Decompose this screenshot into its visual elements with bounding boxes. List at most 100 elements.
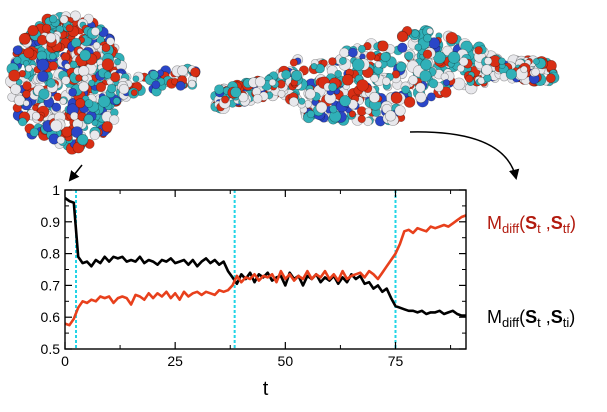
atom-sphere bbox=[13, 94, 26, 107]
atom-sphere bbox=[114, 58, 122, 66]
y-tick-label: 0.6 bbox=[41, 309, 61, 325]
atom-sphere bbox=[320, 59, 328, 67]
atom-sphere bbox=[254, 76, 266, 88]
atom-sphere bbox=[38, 88, 50, 100]
atom-sphere bbox=[356, 79, 369, 92]
atom-sphere bbox=[46, 78, 56, 88]
y-axis: 0.5 0.6 0.7 0.8 0.9 1 bbox=[41, 182, 466, 357]
atom-sphere bbox=[419, 69, 432, 82]
atom-sphere bbox=[230, 86, 242, 98]
atom-sphere bbox=[531, 67, 540, 77]
atom-sphere bbox=[445, 31, 458, 45]
extended-protein-structure bbox=[210, 25, 560, 127]
atom-sphere bbox=[396, 61, 407, 73]
atom-sphere bbox=[404, 51, 414, 61]
atom-sphere bbox=[130, 89, 138, 97]
atom-sphere bbox=[310, 63, 318, 70]
atom-sphere bbox=[380, 51, 391, 63]
x-tick-label: 0 bbox=[61, 353, 69, 369]
atom-sphere bbox=[397, 30, 409, 43]
atom-sphere bbox=[177, 65, 189, 77]
atom-sphere bbox=[70, 111, 79, 121]
atom-sphere bbox=[334, 70, 343, 78]
atom-sphere bbox=[88, 79, 96, 87]
atom-sphere bbox=[18, 33, 31, 45]
plot-area: 0.5 0.6 0.7 0.8 0.9 1 0 25 50 75 t bbox=[41, 182, 467, 400]
atom-sphere bbox=[103, 71, 112, 80]
series-line bbox=[64, 196, 466, 317]
atom-sphere bbox=[291, 70, 303, 82]
atom-sphere bbox=[481, 64, 493, 76]
atom-sphere bbox=[403, 96, 416, 108]
atom-sphere bbox=[428, 78, 439, 89]
legend-entry-stf: Mdiff(St ,Stf) bbox=[487, 213, 576, 236]
plot-frame bbox=[64, 189, 467, 350]
atom-sphere bbox=[79, 49, 91, 62]
atom-sphere bbox=[347, 47, 358, 58]
atom-sphere bbox=[532, 58, 540, 65]
atom-sphere bbox=[59, 97, 67, 105]
atom-sphere bbox=[59, 15, 69, 24]
atom-sphere bbox=[37, 70, 49, 83]
atom-sphere bbox=[341, 74, 354, 86]
atom-sphere bbox=[520, 65, 528, 74]
y-tick-label: 0.7 bbox=[41, 277, 61, 293]
x-tick-label: 25 bbox=[167, 353, 183, 369]
atom-sphere bbox=[25, 64, 33, 72]
atom-sphere bbox=[149, 70, 159, 80]
atom-sphere bbox=[64, 63, 71, 70]
atom-sphere bbox=[101, 58, 115, 71]
atom-sphere bbox=[484, 56, 493, 66]
atom-sphere bbox=[414, 43, 423, 52]
atom-sphere bbox=[426, 92, 436, 102]
y-tick-label: 0.9 bbox=[41, 214, 61, 230]
atom-sphere bbox=[31, 104, 39, 112]
atom-sphere bbox=[109, 114, 120, 125]
atom-sphere bbox=[190, 67, 201, 78]
y-tick-label: 0.5 bbox=[41, 341, 61, 357]
atom-sphere bbox=[10, 83, 22, 95]
atom-sphere bbox=[338, 57, 347, 65]
x-axis: 0 25 50 75 bbox=[61, 190, 452, 369]
atom-sphere bbox=[106, 37, 115, 46]
atom-sphere bbox=[95, 81, 107, 93]
atom-sphere bbox=[238, 92, 249, 103]
atom-sphere bbox=[545, 73, 556, 84]
atom-sphere bbox=[277, 89, 286, 98]
atom-sphere bbox=[374, 60, 383, 69]
atom-sphere bbox=[411, 29, 420, 38]
atom-sphere bbox=[304, 88, 316, 100]
atom-sphere bbox=[214, 84, 225, 95]
atom-sphere bbox=[22, 81, 32, 91]
atom-sphere bbox=[18, 117, 27, 127]
atom-sphere bbox=[112, 97, 121, 105]
atom-sphere bbox=[252, 93, 263, 104]
atom-sphere bbox=[48, 61, 58, 71]
atom-sphere bbox=[13, 56, 22, 65]
series-layer bbox=[64, 196, 467, 327]
atom-sphere bbox=[328, 82, 338, 92]
y-tick-label: 1 bbox=[52, 182, 60, 198]
atom-sphere bbox=[36, 34, 48, 46]
atom-sphere bbox=[394, 105, 406, 117]
atom-sphere bbox=[175, 81, 186, 91]
x-axis-label: t bbox=[263, 378, 269, 400]
atom-sphere bbox=[348, 110, 356, 118]
atom-sphere bbox=[339, 95, 351, 107]
atom-sphere bbox=[465, 74, 474, 83]
atom-sphere bbox=[440, 86, 452, 98]
atom-sphere bbox=[83, 114, 94, 124]
atom-sphere bbox=[328, 57, 337, 66]
atom-sphere bbox=[78, 65, 90, 77]
atom-sphere bbox=[89, 129, 100, 141]
atom-sphere bbox=[75, 98, 86, 109]
atom-sphere bbox=[268, 78, 277, 87]
atom-sphere bbox=[71, 126, 83, 139]
atom-sphere bbox=[474, 46, 483, 55]
arrow-right-icon bbox=[409, 131, 520, 181]
vertical-markers bbox=[75, 190, 397, 349]
compact-protein-structure bbox=[5, 10, 201, 155]
atom-sphere bbox=[401, 85, 410, 94]
atom-sphere bbox=[505, 68, 518, 80]
